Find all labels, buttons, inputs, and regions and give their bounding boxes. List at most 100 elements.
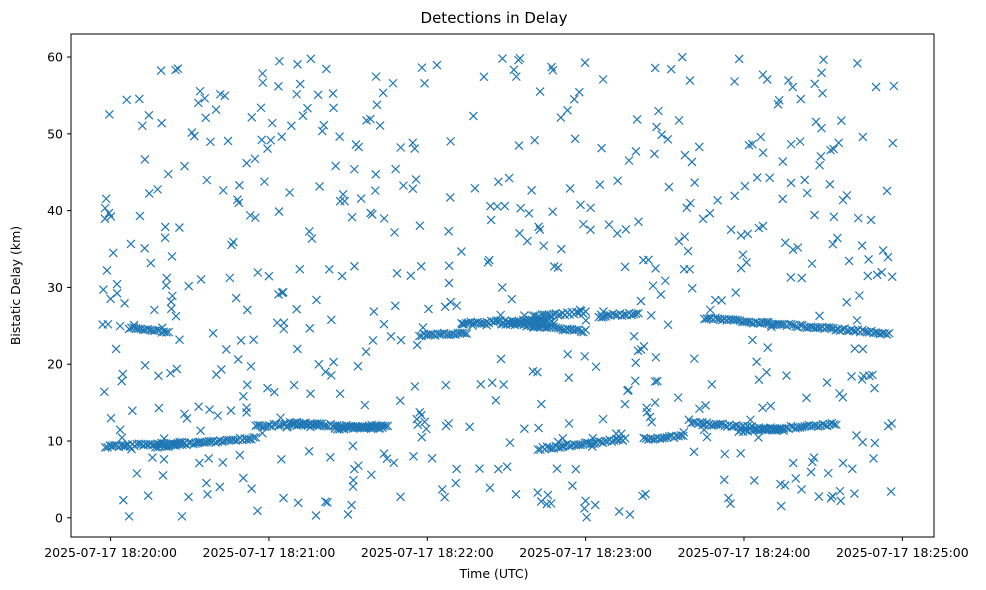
data-point <box>329 357 338 367</box>
data-point <box>379 319 389 329</box>
data-point <box>522 236 532 246</box>
data-point <box>519 311 529 321</box>
data-point <box>396 335 406 345</box>
data-point <box>380 421 390 431</box>
data-point <box>468 321 478 330</box>
data-point <box>282 422 292 432</box>
data-point <box>639 433 649 443</box>
data-point <box>382 454 392 464</box>
data-point <box>263 383 272 393</box>
data-point <box>484 255 494 265</box>
data-point <box>269 387 279 397</box>
data-point <box>476 379 486 389</box>
data-point <box>292 89 302 99</box>
data-point <box>379 449 389 459</box>
data-point <box>631 358 641 368</box>
data-point <box>576 327 586 337</box>
x-tick-label: 2025-07-17 18:25:00 <box>836 545 969 560</box>
data-point <box>273 81 283 91</box>
data-point <box>491 395 501 405</box>
data-point <box>825 179 835 189</box>
data-point <box>465 422 475 432</box>
data-point <box>863 271 873 281</box>
data-point <box>782 371 791 381</box>
data-point <box>140 155 150 164</box>
data-point <box>279 318 289 328</box>
data-point <box>847 464 857 474</box>
data-point <box>351 139 361 149</box>
data-point <box>196 426 206 436</box>
data-point <box>852 315 862 325</box>
data-point <box>680 150 690 160</box>
data-point <box>111 344 121 354</box>
data-point <box>360 400 370 410</box>
data-point <box>620 399 630 409</box>
data-point <box>788 82 798 92</box>
data-point <box>836 116 846 126</box>
data-point <box>831 420 841 430</box>
data-point <box>369 307 379 317</box>
data-point <box>497 283 507 292</box>
data-point <box>620 310 629 320</box>
data-point <box>324 264 334 274</box>
data-point <box>148 453 157 462</box>
data-point <box>580 351 590 361</box>
data-point <box>857 375 867 384</box>
data-point <box>396 492 405 502</box>
data-point <box>396 143 406 152</box>
data-point <box>502 462 512 472</box>
data-point <box>556 244 566 254</box>
data-point <box>710 295 720 305</box>
data-point <box>329 103 338 113</box>
data-point <box>100 443 110 452</box>
data-point <box>580 503 589 513</box>
data-point <box>613 176 623 186</box>
data-point <box>386 331 396 341</box>
data-point <box>408 138 418 148</box>
data-point <box>620 262 630 272</box>
data-point <box>832 233 842 243</box>
data-point <box>175 335 184 345</box>
data-point <box>245 210 255 220</box>
data-point <box>187 128 197 137</box>
data-point <box>844 256 854 266</box>
data-point <box>535 225 545 235</box>
data-point <box>335 132 345 142</box>
data-point <box>399 181 408 191</box>
data-point <box>730 77 739 86</box>
data-point <box>639 341 649 351</box>
data-point <box>452 301 462 311</box>
data-point <box>174 223 184 232</box>
data-point <box>194 402 204 412</box>
data-point <box>267 118 277 128</box>
data-point <box>578 219 588 229</box>
data-point <box>810 79 820 89</box>
data-point <box>328 89 338 99</box>
data-point <box>738 250 748 260</box>
data-point <box>161 281 171 290</box>
data-point <box>225 273 235 283</box>
data-point <box>864 371 874 381</box>
data-point <box>858 325 867 335</box>
data-point <box>353 361 363 371</box>
data-point <box>350 261 359 271</box>
data-point <box>118 495 128 505</box>
data-point <box>534 423 544 433</box>
data-point <box>754 375 764 385</box>
data-point <box>702 432 712 442</box>
data-point <box>321 421 331 431</box>
data-point <box>315 182 324 191</box>
data-point <box>565 184 575 193</box>
data-point <box>549 262 559 271</box>
data-point <box>527 185 537 195</box>
data-point <box>234 180 244 190</box>
data-point <box>842 297 852 307</box>
data-point <box>568 481 577 491</box>
data-point <box>371 169 381 179</box>
data-point <box>223 136 233 146</box>
data-point <box>416 261 426 271</box>
data-point <box>524 208 534 218</box>
data-point <box>814 492 824 501</box>
data-point <box>200 93 210 103</box>
